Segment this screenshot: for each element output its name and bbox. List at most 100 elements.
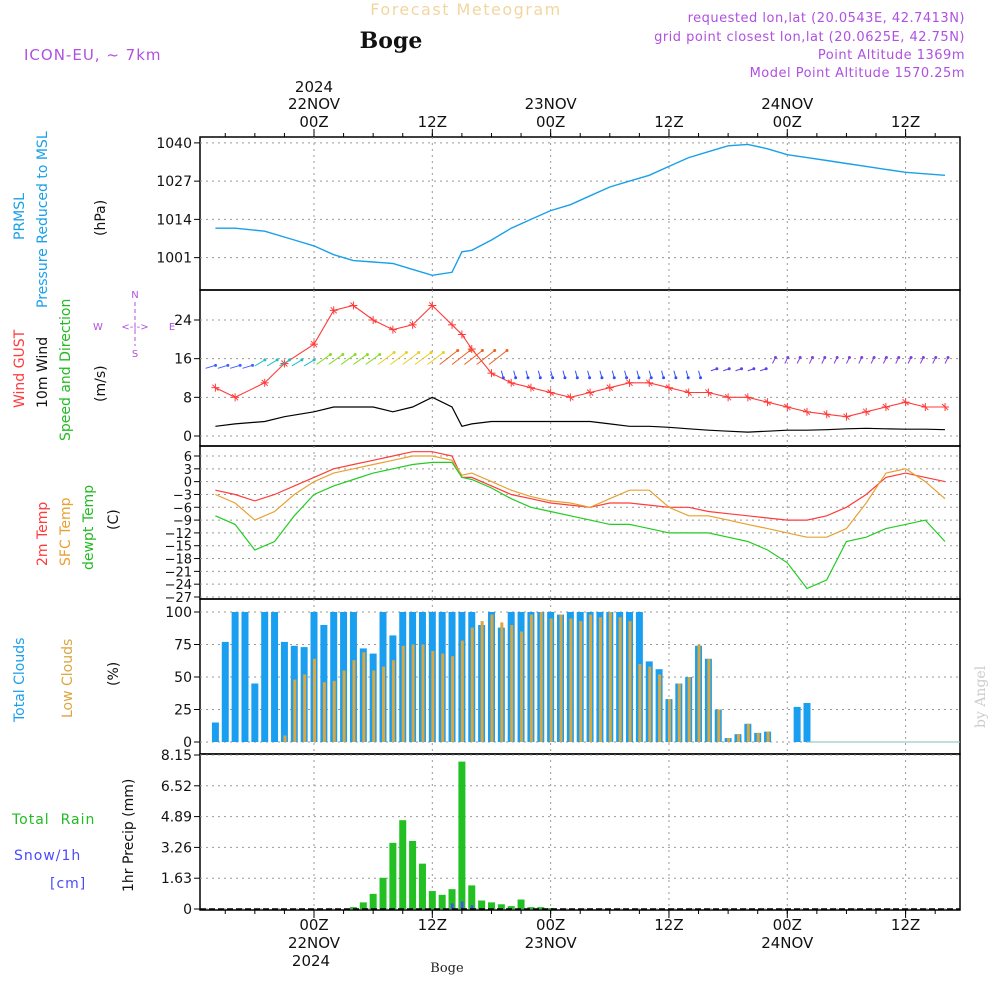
wind-arrow-head — [353, 352, 357, 356]
wind-arrow-head — [287, 358, 291, 362]
product-title: Forecast Meteogram — [370, 0, 561, 19]
gust-marker — [231, 393, 240, 402]
cloud-label-low: Low Clouds — [60, 639, 76, 718]
rain-bar — [478, 900, 486, 909]
wind-arrow-head — [501, 376, 505, 380]
wind-label-10m: 10m Wind — [35, 337, 51, 408]
rain-bar — [487, 902, 495, 909]
total-cloud-bar — [241, 612, 249, 742]
bottom-hour-label: 00Z — [536, 916, 565, 934]
panel-wind: 24 16 8 0 — [174, 289, 961, 447]
low-cloud-bar — [342, 670, 346, 742]
bottom-day-label: 24NOV — [761, 934, 814, 952]
gust-marker-d — [764, 398, 771, 406]
low-cloud-bar — [293, 679, 297, 742]
compass-e: E — [169, 322, 175, 333]
gust-marker-d — [458, 331, 466, 338]
rain-bar — [507, 906, 515, 909]
low-cloud-bar — [529, 614, 533, 742]
top-hour-label: 12Z — [418, 113, 447, 131]
rain-bar — [537, 907, 545, 909]
pressure-label-2: Pressure Reduced to MSL — [35, 131, 51, 308]
gust-marker — [763, 398, 772, 407]
gust-marker-d — [567, 393, 574, 401]
gust-marker-d — [902, 398, 909, 406]
rain-bar — [527, 907, 535, 909]
gust-marker — [566, 393, 575, 402]
low-cloud-bar — [539, 612, 543, 742]
low-cloud-bar — [283, 735, 287, 742]
low-cloud-bar — [431, 651, 435, 742]
rain-bar — [379, 877, 387, 909]
top-time-axis: 00Z 12Z 00Z 12Z 00Z 12Z 22NOV 23NOV 24NOV — [224, 95, 936, 137]
rain-bar — [517, 899, 525, 909]
wind-arrow — [340, 354, 356, 365]
wind-arrow-head — [798, 356, 802, 359]
rain-bar — [448, 889, 456, 909]
y-tick-label: −21 — [165, 565, 192, 580]
gust-marker — [842, 412, 851, 421]
y-tick-label: 24 — [174, 313, 192, 329]
gust-marker — [260, 378, 269, 387]
top-day-label: 23NOV — [525, 95, 578, 113]
wind-arrow-head — [946, 356, 950, 359]
low-cloud-bar — [480, 621, 484, 742]
wind-arrow-head — [699, 376, 703, 380]
y-tick-label: 0 — [183, 902, 192, 918]
gust-marker — [625, 378, 634, 387]
gust-marker-d — [507, 379, 515, 387]
top-hour-label: 12Z — [891, 113, 920, 131]
gust-marker — [428, 301, 437, 310]
low-cloud-bar — [727, 738, 731, 742]
low-cloud-bar — [628, 621, 632, 742]
wind-arrow-head — [238, 363, 242, 367]
panel-cloud: 100 75 50 25 0 — [165, 598, 961, 755]
sfc-temp-line — [215, 455, 946, 538]
rain-bar — [438, 894, 446, 909]
wind-arrow-head — [625, 376, 629, 380]
bottom-year: 2024 — [292, 952, 330, 970]
gust-marker-d — [823, 410, 831, 418]
y-tick-label: 1014 — [156, 212, 192, 228]
precip-label-snow: Snow/1h — [14, 848, 81, 864]
panel-pressure: 1040 1027 1014 1001 — [156, 136, 961, 291]
gust-marker — [881, 403, 890, 411]
wind-arrow-head — [686, 376, 690, 380]
wind-arrow — [353, 354, 368, 365]
gust-marker-d — [488, 369, 495, 377]
y-tick-label: 0 — [184, 476, 192, 491]
wind-arrow-head — [365, 352, 369, 356]
rain-bar — [547, 908, 555, 909]
gust-marker-d — [350, 302, 357, 309]
gust-marker-d — [586, 389, 594, 396]
requested-coords: requested lon,lat (20.0543E, 42.7413N) — [688, 11, 965, 26]
wind-arrow — [254, 359, 266, 367]
wind-arrow-head — [275, 358, 279, 362]
gust-marker-d — [310, 340, 318, 348]
low-cloud-bar — [382, 666, 386, 742]
wind-arrow — [217, 364, 229, 369]
wind-arrow-head — [538, 376, 542, 380]
temp-unit: (C) — [106, 509, 122, 530]
y-tick-label: 25 — [174, 703, 192, 719]
gust-marker-d — [626, 379, 633, 387]
y-tick-label: 75 — [174, 638, 192, 654]
y-tick-label: −3 — [173, 488, 192, 503]
bottom-day-label: 23NOV — [525, 934, 578, 952]
low-cloud-bar — [549, 618, 553, 742]
panel-temp: 630−3−6−9−12−15−18−21−24−27 — [165, 445, 961, 606]
total-cloud-bar — [221, 641, 229, 742]
panel-frame — [199, 753, 961, 911]
low-cloud-bar — [451, 656, 455, 742]
gust-marker — [457, 330, 466, 339]
bottom-hour-label: 00Z — [299, 916, 328, 934]
wind-arrow — [439, 350, 459, 365]
low-cloud-bar — [677, 683, 681, 742]
temp-label-sfc: SFC Temp — [58, 497, 74, 566]
y-tick-label: 8 — [183, 390, 192, 406]
y-tick-label: 6 — [184, 450, 192, 465]
top-hour-label: 00Z — [536, 113, 565, 131]
y-tick-label: −12 — [165, 527, 192, 542]
low-cloud-bar — [579, 621, 583, 742]
